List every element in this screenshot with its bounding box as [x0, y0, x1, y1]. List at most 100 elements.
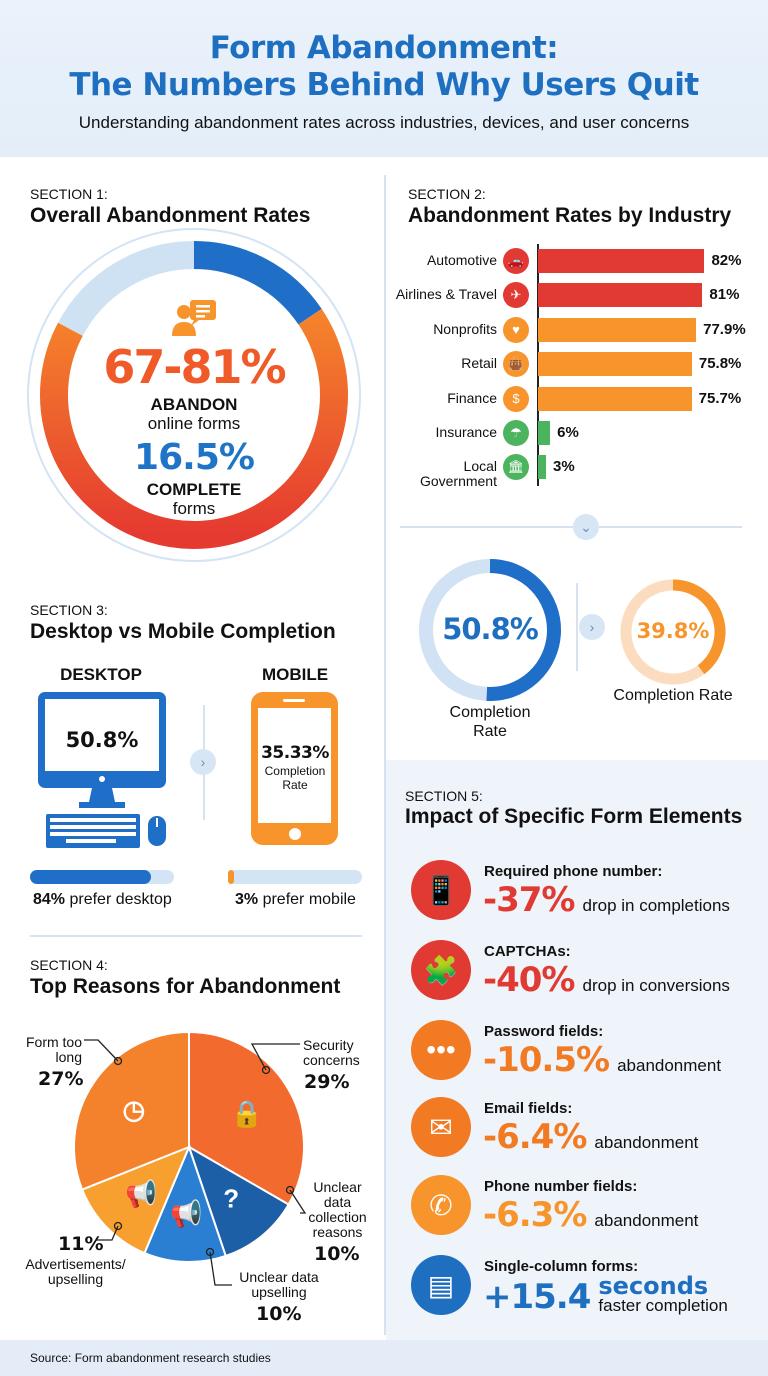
user-form-icon [172, 300, 216, 336]
umbrella-icon: ☂ [503, 420, 529, 446]
industry-value: 75.7% [698, 389, 742, 407]
pie-value-form-too-long: 27% [38, 1068, 84, 1090]
completion-donut-left [419, 559, 561, 701]
pie-slice [143, 1144, 227, 1263]
footer [0, 1340, 768, 1376]
pie-label-security: Security concerns [303, 1037, 360, 1068]
form-element-title: Phone number fields: [484, 1178, 638, 1195]
form-element-value: -10.5% [483, 1040, 610, 1080]
pie-leader-line [289, 1189, 307, 1214]
abandon-sublabel: online forms [147, 414, 241, 433]
desktop-preference-label: prefer desktop [65, 891, 172, 908]
car-icon: 🚗 [503, 248, 529, 274]
mobile-preference-label: prefer mobile [258, 891, 356, 908]
page-title-line2: The Numbers Behind Why Users Quit [69, 67, 699, 103]
desktop-heading: DESKTOP [60, 665, 142, 684]
document-icon: ▤ [411, 1255, 471, 1315]
form-element-stat: -40% drop in conversions [483, 962, 730, 998]
abandon-label: ABANDON [150, 395, 238, 414]
phone-icon: ✆ [411, 1175, 471, 1235]
form-element-title: Required phone number: [484, 863, 663, 880]
form-element-value: -6.3% [483, 1195, 587, 1235]
header [0, 0, 768, 157]
pie-value-unclear-collection: 10% [314, 1243, 360, 1265]
form-element-stat: -6.3% abandonment [483, 1197, 698, 1233]
mobile-phone-icon [251, 692, 338, 845]
section1-label: SECTION 1: [30, 186, 108, 202]
industry-value: 81% [709, 286, 740, 304]
clock-icon: ◷ [122, 1095, 145, 1125]
industry-label: Automotive [426, 252, 497, 268]
section3-title: Desktop vs Mobile Completion [30, 620, 336, 643]
pie-slice [73, 1030, 190, 1191]
bar-axis [537, 244, 539, 486]
form-element-title: Single-column forms: [484, 1258, 639, 1275]
question-icon: ? [223, 1184, 239, 1214]
form-element-value: -6.4% [483, 1117, 587, 1157]
mobile-heading: MOBILE [261, 665, 329, 684]
mobile-preference-fill [228, 870, 234, 884]
desktop-preference-value: 84% [33, 891, 66, 908]
industry-bar [538, 386, 692, 411]
section3-label: SECTION 3: [30, 602, 108, 618]
industry-label: Finance [447, 389, 497, 406]
industry-label: Airlines & Travel [395, 286, 497, 303]
donut-divider [576, 583, 578, 671]
industry-label: Insurance [435, 424, 497, 440]
form-element-suffix: abandonment [594, 1211, 699, 1230]
form-element-suffix: abandonment [594, 1133, 699, 1152]
pie-slice [187, 1144, 290, 1258]
form-element-value: -37% [483, 880, 575, 920]
section5-label: SECTION 5: [405, 788, 483, 804]
form-element-unit: seconds [598, 1272, 709, 1300]
complete-sublabel: forms [172, 499, 216, 518]
pie-value-unclear-upselling: 10% [256, 1303, 302, 1325]
industry-label: Nonprofits [433, 320, 497, 337]
pie-leader-line [84, 1039, 119, 1062]
desktop-preference-bar [30, 870, 174, 884]
section1-title: Overall Abandonment Rates [30, 204, 311, 227]
heart-icon: ♥ [503, 316, 529, 343]
overall-donut [27, 228, 361, 562]
section4-title: Top Reasons for Abandonment [30, 975, 341, 998]
pie-leader-line [209, 1251, 232, 1286]
donut-right-value: 39.8% [636, 619, 710, 643]
industry-value: 6% [557, 424, 579, 441]
form-element-suffix: drop in conversions [582, 976, 730, 995]
envelope-icon: ✉ [411, 1097, 471, 1157]
pie-label-unclear-collection: Unclear data collection reasons [308, 1179, 367, 1240]
pie-leader-dot [261, 1065, 271, 1075]
section3-divider [30, 935, 362, 937]
form-element-suffix: faster completion [598, 1296, 728, 1315]
donut-right-label: Completion Rate [613, 687, 733, 704]
industry-bar [538, 421, 551, 445]
password-field-icon: ••• [411, 1020, 471, 1080]
form-element-stat: -37% drop in completions [483, 882, 730, 918]
donut-left-label: Completion Rate [449, 704, 531, 740]
pie-value-advertisements: 11% [58, 1233, 104, 1255]
mobile-completion-value: 35.33% [261, 743, 329, 763]
form-element-value: +15.4 [483, 1277, 591, 1317]
section2-label: SECTION 2: [408, 186, 486, 202]
industry-bar [538, 352, 692, 377]
page-title-line1: Form Abandonment: [209, 30, 559, 66]
form-element-stat: -10.5% abandonment [483, 1042, 721, 1078]
megaphone-icon: 📢 [170, 1199, 202, 1230]
donut-outer-ring [27, 228, 361, 562]
megaphone-icon: 📢 [125, 1179, 157, 1210]
pie-leader-dot [205, 1247, 215, 1257]
section2-title: Abandonment Rates by Industry [408, 204, 732, 227]
section4-label: SECTION 4: [30, 957, 108, 973]
industry-value: 3% [553, 458, 575, 476]
smartphone-icon: 📱 [411, 860, 471, 920]
complete-rate: 16.5% [134, 437, 255, 478]
section2-divider [400, 526, 742, 528]
desktop-computer-icon [38, 692, 166, 848]
chevron-right-icon: › [190, 749, 216, 775]
column-divider [384, 175, 386, 1335]
pie-leader-line [96, 1225, 119, 1241]
section5-title: Impact of Specific Form Elements [405, 805, 743, 828]
industry-value: 77.9% [703, 320, 746, 338]
industry-bar [538, 249, 705, 273]
chevron-down-icon: ⌄ [573, 514, 599, 540]
